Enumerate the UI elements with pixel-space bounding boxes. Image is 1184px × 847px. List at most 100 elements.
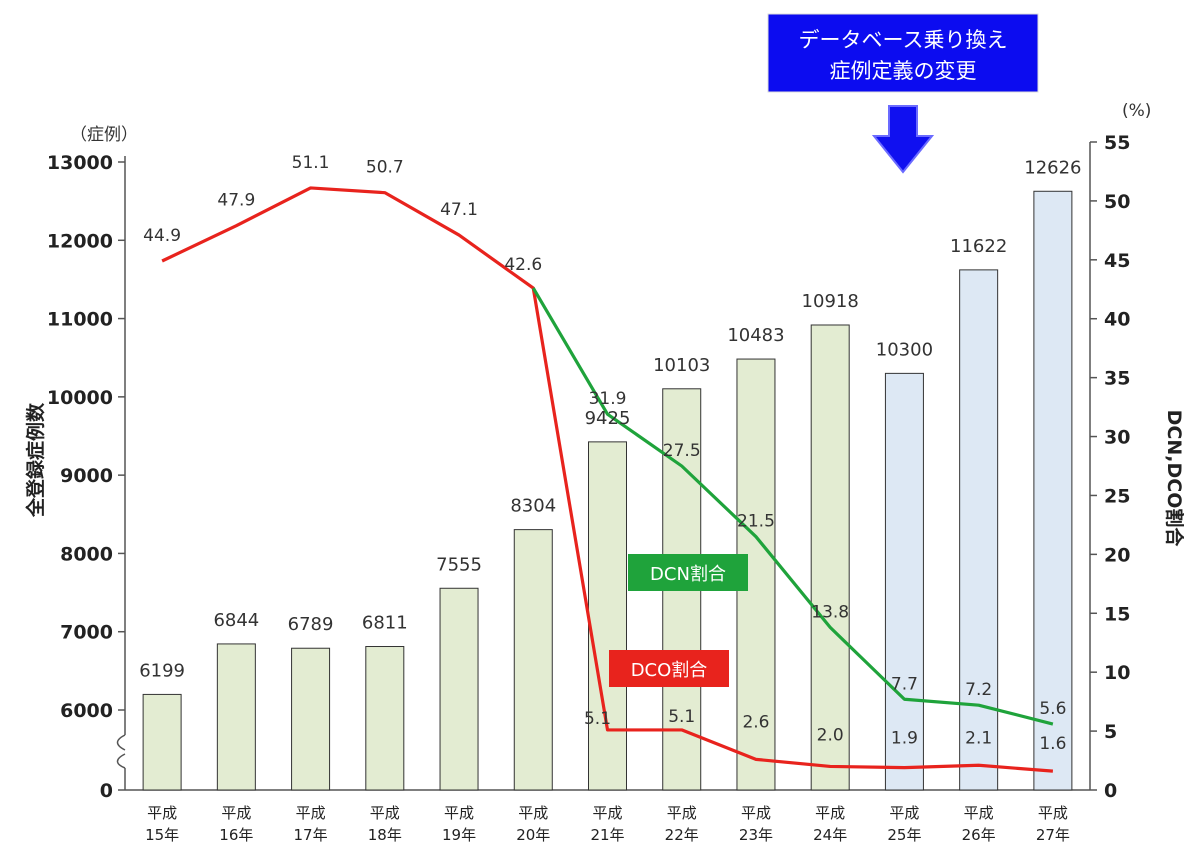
category-label: 15年 (145, 826, 179, 844)
category-label: 平成 (370, 804, 400, 822)
dco-point-label: 2.0 (817, 725, 844, 745)
category-label: 平成 (592, 804, 622, 822)
legend-dcn-label: DCN割合 (650, 564, 726, 585)
left-tick-label: 8000 (60, 543, 113, 565)
dcn-point-label: 21.5 (737, 512, 775, 532)
right-tick-label: 45 (1104, 250, 1130, 272)
bar-value-label: 12626 (1024, 157, 1081, 178)
category-label: 16年 (219, 826, 253, 844)
bar-value-label: 10483 (727, 325, 784, 346)
dco-point-label: 2.1 (965, 728, 992, 748)
right-tick-label: 55 (1104, 132, 1130, 154)
dcn-point-label: 27.5 (663, 441, 701, 461)
category-label: 21年 (590, 826, 624, 844)
annotation-line-1: データベース乗り換え (799, 28, 1008, 52)
category-label: 平成 (1038, 804, 1068, 822)
bar-value-label: 10918 (802, 291, 859, 312)
down-arrow-icon (871, 105, 935, 174)
annotation-box: データベース乗り換え 症例定義の変更 (767, 13, 1039, 93)
dcn-point-label: 13.8 (811, 602, 849, 622)
dco-point-label: 51.1 (292, 153, 330, 173)
bar-value-label: 9425 (585, 408, 631, 429)
bar (810, 324, 850, 791)
dco-point-label: 42.6 (504, 255, 542, 275)
bar (142, 693, 182, 791)
dco-point-label: 44.9 (143, 226, 181, 246)
dcn-point-label: 31.9 (589, 389, 627, 409)
category-label: 平成 (964, 804, 994, 822)
bar (1033, 190, 1073, 791)
category-label: 17年 (294, 826, 328, 844)
category-label: 平成 (741, 804, 771, 822)
bar (216, 643, 256, 791)
bar-value-label: 10300 (876, 339, 933, 360)
dco-point-label: 1.9 (891, 729, 918, 749)
left-tick-label: 6000 (60, 700, 113, 722)
right-tick-label: 40 (1104, 309, 1130, 331)
left-tick-label: 9000 (60, 465, 113, 487)
category-label: 22年 (665, 826, 699, 844)
left-tick-label: 11000 (47, 309, 113, 331)
right-tick-label: 0 (1104, 780, 1117, 802)
bar-value-label: 8304 (510, 496, 556, 517)
dco-point-label: 2.6 (742, 712, 769, 732)
bar-value-label: 6844 (213, 610, 259, 631)
category-label: 平成 (889, 804, 919, 822)
right-tick-label: 50 (1104, 191, 1130, 213)
category-label: 平成 (296, 804, 326, 822)
line-dco (161, 186, 1054, 773)
category-label: 27年 (1036, 826, 1070, 844)
bar-value-label: 6199 (139, 660, 185, 681)
dco-point-label: 5.1 (584, 709, 611, 729)
left-tick-label: 10000 (47, 387, 113, 409)
annotation-line-2: 症例定義の変更 (830, 59, 977, 83)
legend-dco-label: DCO割合 (631, 660, 708, 681)
left-axis-title: 全登録症例数 (24, 402, 47, 518)
dco-point-label: 47.9 (217, 191, 255, 211)
category-label: 23年 (739, 826, 773, 844)
bar (959, 269, 999, 791)
right-tick-label: 20 (1104, 544, 1130, 566)
axis-break-mark (116, 753, 126, 769)
dco-point-label: 1.6 (1039, 734, 1066, 754)
category-label: 平成 (518, 804, 548, 822)
category-label: 平成 (815, 804, 845, 822)
annotation-background (767, 13, 1039, 93)
bar-value-label: 6789 (288, 614, 334, 635)
category-label: 平成 (221, 804, 251, 822)
dco-point-label: 50.7 (366, 158, 404, 178)
bar-value-label: 7555 (436, 554, 482, 575)
axis-break-mark (116, 734, 126, 751)
right-tick-label: 10 (1104, 662, 1130, 684)
dcn-point-label: 5.6 (1039, 699, 1066, 719)
left-tick-label: 13000 (47, 152, 113, 174)
category-label: 平成 (444, 804, 474, 822)
labels-group: 6199 平成 15年 6844 平成 16年 6789 平成 17年 6811 平成 18年 7555… (139, 153, 1081, 844)
legend-dcn: DCN割合 (628, 554, 748, 591)
category-label: 25年 (887, 826, 921, 844)
left-axis-unit: （症例） (70, 125, 138, 145)
right-tick-label: 30 (1104, 427, 1130, 449)
bar (884, 372, 924, 791)
dcn-point-label: 7.7 (891, 674, 918, 694)
right-tick-label: 15 (1104, 603, 1130, 625)
bar-value-label: 6811 (362, 613, 408, 634)
right-axis-title: DCN,DCO割合 (1163, 410, 1184, 548)
left-tick-label: 0 (100, 780, 113, 802)
right-axis-unit: (%) (1122, 101, 1151, 121)
bar-value-label: 10103 (653, 355, 710, 376)
legend-dcn-box (628, 554, 748, 591)
category-label: 19年 (442, 826, 476, 844)
left-tick-label: 12000 (47, 230, 113, 252)
bar (513, 529, 553, 791)
right-tick-label: 35 (1104, 368, 1130, 390)
legend-dco-box (609, 650, 729, 687)
dcn-point-label: 7.2 (965, 680, 992, 700)
lines-group (161, 186, 1054, 773)
category-label: 24年 (813, 826, 847, 844)
category-label: 平成 (667, 804, 697, 822)
right-tick-label: 25 (1104, 485, 1130, 507)
category-label: 18年 (368, 826, 402, 844)
bar-value-label: 11622 (950, 236, 1007, 257)
